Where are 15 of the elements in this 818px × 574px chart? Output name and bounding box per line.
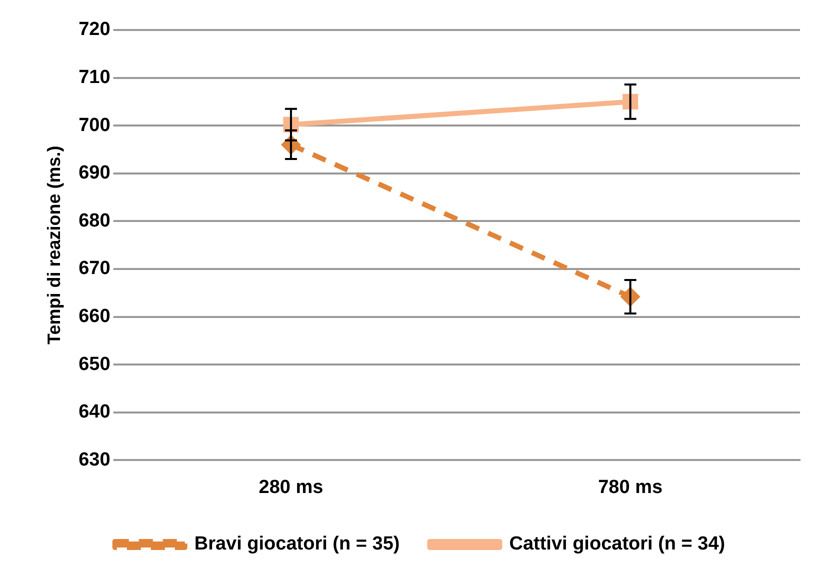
x-tick-label: 280 ms — [258, 476, 324, 498]
y-tick-label: 690 — [78, 162, 110, 184]
x-tick-label: 780 ms — [598, 476, 663, 498]
y-tick-label: 700 — [78, 114, 110, 136]
y-tick-label: 680 — [78, 210, 110, 232]
y-tick-label: 650 — [78, 354, 110, 375]
y-tick-label: 720 — [78, 19, 110, 40]
legend-label: Bravi giocatori (n = 35) — [194, 534, 400, 555]
y-tick-label: 710 — [78, 67, 110, 88]
legend-label: Cattivi giocatori (n = 34) — [509, 534, 726, 555]
y-tick-label: 670 — [78, 258, 110, 280]
y-axis-title: Tempi di reazione (ms.) — [44, 146, 64, 344]
y-tick-label: 660 — [78, 306, 110, 328]
y-tick-label: 630 — [78, 449, 110, 470]
y-tick-label: 640 — [78, 402, 110, 423]
